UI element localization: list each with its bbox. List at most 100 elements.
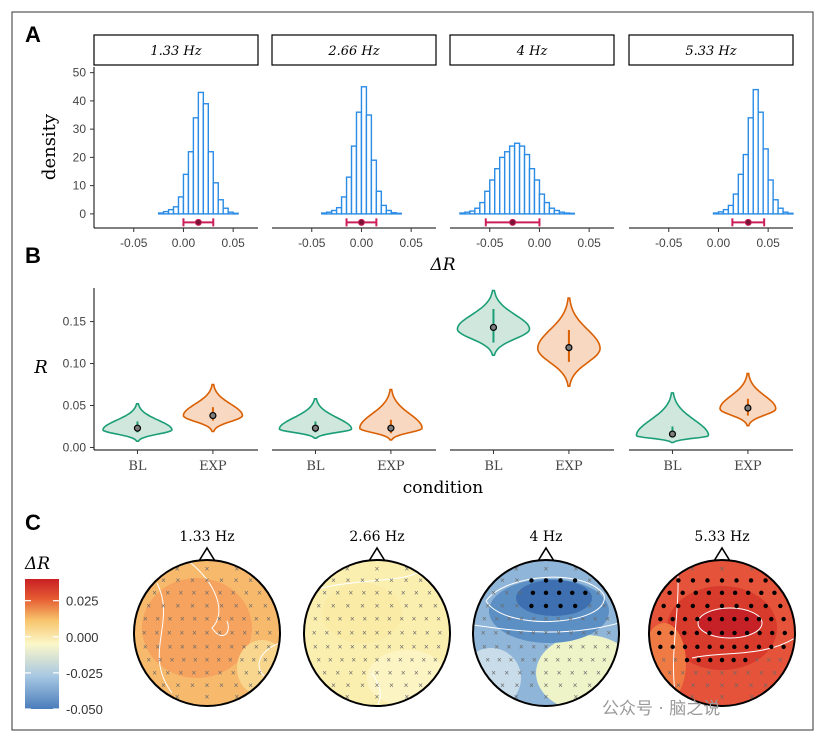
electrode-marker: × [570, 669, 575, 678]
electrode-marker: × [155, 615, 160, 624]
watermark: 公众号 · 脑之说 [602, 699, 721, 719]
electrode-marker: × [360, 681, 365, 690]
electrode-marker: × [515, 681, 520, 690]
electrode-significant [763, 603, 768, 609]
histogram-bar [380, 204, 388, 215]
x-tick-label-b: BL [306, 459, 325, 474]
electrode-marker: × [170, 656, 175, 665]
electrode-marker: × [360, 576, 365, 585]
electrode-marker: × [491, 588, 496, 597]
electrode-marker: × [515, 601, 520, 610]
histogram-bar [528, 167, 536, 215]
electrode-marker: × [375, 601, 380, 610]
head-outline [648, 559, 796, 707]
electrode-marker: × [720, 693, 725, 702]
histogram-bar [390, 212, 397, 215]
electrode-marker: × [205, 588, 210, 597]
electrode-marker: × [267, 629, 272, 638]
histogram-bar [370, 159, 378, 215]
electrode-marker: × [181, 656, 186, 665]
electrode-marker: × [375, 615, 380, 624]
histogram-bar [340, 196, 348, 215]
electrode-marker: × [482, 642, 487, 651]
electrode-marker: × [193, 656, 198, 665]
electrode-marker: × [531, 629, 536, 638]
electrode-marker: × [205, 629, 210, 638]
electrode-marker: × [399, 615, 404, 624]
electrode-significant [719, 590, 725, 596]
histogram-bar [518, 145, 526, 215]
electrode-marker: × [594, 629, 599, 638]
electrode-marker: × [234, 693, 239, 702]
facet-strip-a [449, 34, 615, 66]
electrode-significant [731, 657, 736, 663]
electrode-marker: × [667, 669, 672, 678]
electrode-marker: × [363, 656, 368, 665]
electrode-marker: × [263, 656, 268, 665]
electrode-marker: × [251, 656, 256, 665]
histogram-bar [375, 190, 383, 215]
head-nose [368, 546, 386, 562]
electrode-significant [706, 590, 712, 596]
electrode-marker: × [587, 681, 592, 690]
electrode-marker: × [176, 576, 181, 585]
electrode-marker: × [661, 656, 666, 665]
electrode-marker: × [316, 601, 321, 610]
electrode-marker: × [244, 669, 249, 678]
electrode-marker: × [507, 615, 512, 624]
x-tick-label-a: 0.05 [399, 236, 423, 250]
panel-label-a: A [25, 22, 41, 47]
electrode-marker: × [387, 615, 392, 624]
violin-median-point [311, 424, 320, 432]
electrode-marker: × [242, 629, 247, 638]
electrode-marker: × [205, 576, 210, 585]
x-tick-label-a: -0.05 [298, 236, 326, 250]
electrode-marker: × [217, 629, 222, 638]
topomap-contour [473, 622, 619, 633]
electrode-marker: × [412, 629, 417, 638]
histogram-bar [772, 199, 779, 215]
electrode-marker: × [556, 615, 561, 624]
electrode-marker: × [375, 693, 380, 702]
panel-b: B 0.00 0.05 0.10 0.15 BL EXP BL EXP BL EXP BL EXP Rco… [25, 243, 793, 498]
histogram-bar [202, 103, 210, 215]
topomap-region [142, 578, 252, 678]
histogram-bar [197, 91, 205, 215]
electrode-marker: × [500, 681, 505, 690]
histogram-bar [182, 173, 190, 215]
electrode-marker: × [205, 656, 210, 665]
electrode-marker: × [401, 588, 406, 597]
histogram-bar [503, 151, 511, 215]
head-outline [133, 559, 281, 707]
histogram-bar [717, 211, 725, 215]
electrode-marker: × [544, 642, 549, 651]
violin-median-point [387, 424, 395, 432]
electrode-marker: × [143, 642, 148, 651]
electrode-marker: × [231, 588, 236, 597]
electrode-marker: × [331, 576, 336, 585]
electrode-marker: × [387, 642, 392, 651]
electrode-marker: × [316, 656, 321, 665]
facet-label-a: 2.66 Hz [327, 44, 379, 59]
electrode-marker: × [254, 642, 259, 651]
electrode-marker: × [362, 669, 367, 678]
electrode-significant [670, 616, 675, 622]
electrode-significant [746, 590, 751, 596]
electrode-marker: × [178, 669, 183, 678]
electrode-marker: × [555, 656, 560, 665]
topomap-title: 5.33 Hz [694, 529, 749, 545]
x-tick-label-a: 0.05 [577, 236, 601, 250]
electrode-marker: × [606, 629, 611, 638]
electrode-marker: × [362, 588, 367, 597]
electrode-significant [719, 630, 725, 636]
estimate-point [509, 218, 517, 226]
electrode-marker: × [345, 564, 350, 573]
colorbar [25, 579, 59, 709]
electrode-marker: × [375, 588, 380, 597]
y-tick-label-b: 0.15 [63, 315, 87, 329]
electrode-marker: × [192, 588, 197, 597]
electrode-marker: × [346, 681, 351, 690]
electrode-marker: × [205, 669, 210, 678]
topomap-title: 2.66 Hz [349, 529, 404, 545]
panel-label-b: B [25, 243, 41, 268]
